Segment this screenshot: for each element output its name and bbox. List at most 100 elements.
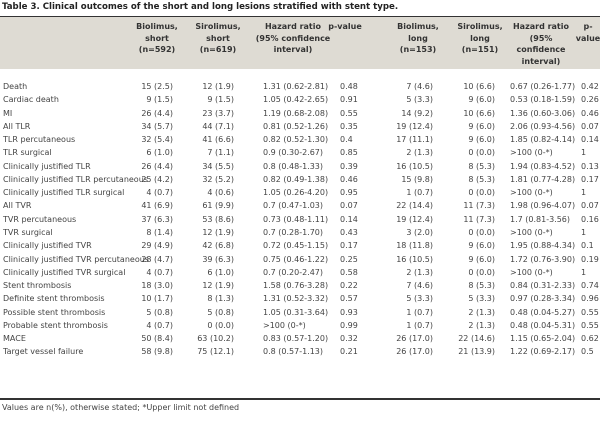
row-label: Death: [3, 82, 28, 91]
table-cell: 0.42: [581, 82, 599, 91]
table-cell: 17 (11.1): [396, 135, 433, 145]
table-cell: 5 (3.3): [406, 294, 433, 304]
row-label: Possible stent thrombosis: [3, 307, 106, 317]
table-row: Stent thrombosis 18 (3.0) 12 (1.9) 1.58 (0.…: [0, 279, 600, 292]
table-cell: 0.22: [340, 281, 358, 291]
table-cell: 0.8 (0.48-1.33): [263, 161, 324, 171]
table-cell: 1.31 (0.52-3.32): [263, 294, 329, 304]
table-cell: 0.8 (0.57-1.13): [263, 347, 324, 357]
table-cell: 1: [581, 227, 587, 237]
row-label: Clinically justified TVR percutaneous: [3, 254, 149, 264]
table-cell: 0.82 (0.52-1.30): [263, 135, 329, 145]
table-row: TVR surgical 8 (1.4) 12 (1.9) 0.7 (0.28-1.7…: [0, 226, 600, 239]
table-cell: 50 (8.4): [141, 334, 173, 344]
table-cell: 25 (4.2): [141, 174, 173, 184]
table-cell: 0 (0.0): [468, 188, 495, 198]
table-cell: 1.05 (0.26-4.20): [263, 188, 329, 198]
table-cell: 0.1: [581, 241, 594, 251]
table-cell: 0.21: [340, 347, 358, 357]
table-cell: 1.22 (0.69-2.17): [510, 347, 576, 357]
table-row: MACE 50 (8.4) 63 (10.2) 0.83 (0.57-1.20) 0.3…: [0, 332, 600, 345]
table-cell: 8 (1.4): [146, 227, 173, 237]
table-cell: 1.72 (0.76-3.90): [510, 254, 576, 264]
table-cell: >100 (0-*): [510, 227, 553, 237]
table-cell: 12 (1.9): [202, 82, 234, 91]
table-row: MI 26 (4.4) 23 (3.7) 1.19 (0.68-2.08) 0.55 14…: [0, 107, 600, 120]
table-cell: 0.48 (0.04-5.31): [510, 320, 576, 330]
table-cell: 0.67 (0.26-1.77): [510, 82, 576, 91]
row-label: Clinically justified TLR surgical: [3, 188, 125, 198]
table-cell: 2 (1.3): [406, 148, 433, 158]
table-cell: 58 (9.8): [141, 347, 173, 357]
table-cell: 0.17: [581, 174, 599, 184]
table-cell: 26 (4.4): [141, 108, 173, 118]
table-cell: 0.7 (0.20-2.47): [263, 267, 324, 277]
table-cell: 0 (0.0): [468, 148, 495, 158]
table-row: Definite stent thrombosis 10 (1.7) 8 (1.3)…: [0, 292, 600, 305]
table-cell: 32 (5.2): [202, 174, 234, 184]
table-cell: 9 (1.5): [146, 95, 173, 105]
table-cell: 0.48 (0.04-5.27): [510, 307, 576, 317]
table-row: Clinically justified TVR percutaneous 28 …: [0, 253, 600, 266]
table-cell: 10 (6.6): [463, 108, 495, 118]
table-cell: 22 (14.6): [458, 334, 495, 344]
table-row: Target vessel failure 58 (9.8) 75 (12.1) 0.…: [0, 345, 600, 358]
table-cell: 1.05 (0.31-3.64): [263, 307, 329, 317]
table-cell: 0.83 (0.57-1.20): [263, 334, 329, 344]
table-caption: Table 3. Clinical outcomes of the short …: [2, 2, 399, 12]
table-cell: 9 (6.0): [468, 135, 495, 145]
table-header: [0, 17, 600, 69]
table-cell: 32 (5.4): [141, 135, 173, 145]
column-header: p-value: [328, 22, 362, 31]
row-label: Definite stent thrombosis: [3, 294, 105, 304]
table-cell: 1: [581, 148, 587, 158]
table-row: All TVR 41 (6.9) 61 (9.9) 0.7 (0.47-1.03) 0.…: [0, 199, 600, 212]
table-cell: 0.99: [340, 320, 358, 330]
table-cell: 0.26: [581, 95, 599, 105]
table-cell: 0.7 (0.28-1.70): [263, 227, 324, 237]
table-cell: 12 (1.9): [202, 281, 234, 291]
table-cell: 0 (0.0): [207, 320, 234, 330]
table-cell: 22 (14.4): [396, 201, 433, 211]
table-cell: 1.94 (0.83-4.52): [510, 161, 576, 171]
table-cell: 12 (1.9): [202, 227, 234, 237]
row-label: Clinically justified TVR surgical: [3, 267, 126, 277]
table-cell: 16 (10.5): [396, 254, 433, 264]
table-cell: 23 (3.7): [202, 108, 234, 118]
table-cell: 1.15 (0.65-2.04): [510, 334, 576, 344]
table-cell: 1.98 (0.96-4.07): [510, 201, 576, 211]
table-cell: 0.91: [340, 95, 358, 105]
table-cell: 0.55: [581, 307, 599, 317]
table-cell: 15 (2.5): [141, 82, 173, 91]
row-label: Clinically justified TLR percutaneous: [3, 174, 148, 184]
table-row: Clinically justified TVR 29 (4.9) 42 (6.8)…: [0, 239, 600, 252]
table-row: Possible stent thrombosis 5 (0.8) 5 (0.8) 1…: [0, 306, 600, 319]
table-row: TLR percutaneous 32 (5.4) 41 (6.6) 0.82 (0.…: [0, 133, 600, 146]
table-cell: 9 (6.0): [468, 121, 495, 131]
table-cell: 18 (3.0): [141, 281, 173, 291]
table-cell: 18 (11.8): [396, 241, 433, 251]
table-cell: 0.82 (0.49-1.38): [263, 174, 329, 184]
table-cell: 0.93: [340, 307, 358, 317]
row-label: MACE: [3, 334, 26, 344]
row-label: Stent thrombosis: [3, 281, 72, 291]
table-cell: 19 (12.4): [396, 121, 433, 131]
table-cell: 4 (0.7): [146, 267, 173, 277]
table-row: Clinically justified TLR surgical 4 (0.7)…: [0, 186, 600, 199]
table-cell: 34 (5.5): [202, 161, 234, 171]
table-cell: 7 (1.1): [207, 148, 234, 158]
table-cell: 5 (0.8): [207, 307, 234, 317]
row-label: Cardiac death: [3, 95, 59, 105]
table-cell: 0.85: [340, 148, 358, 158]
table-cell: 0.55: [340, 108, 358, 118]
table-cell: 0.72 (0.45-1.15): [263, 241, 329, 251]
column-header: Biolimus, long (n=153): [397, 22, 439, 54]
table-cell: 9 (1.5): [207, 95, 234, 105]
row-label: TVR percutaneous: [3, 214, 77, 224]
table-cell: 2.06 (0.93-4.56): [510, 121, 576, 131]
table-cell: 7 (4.6): [406, 82, 433, 91]
table-cell: 1: [581, 188, 587, 198]
table-cell: 0.97 (0.28-3.34): [510, 294, 576, 304]
table-cell: 1.85 (0.82-4.14): [510, 135, 576, 145]
table-cell: 9 (6.0): [468, 254, 495, 264]
